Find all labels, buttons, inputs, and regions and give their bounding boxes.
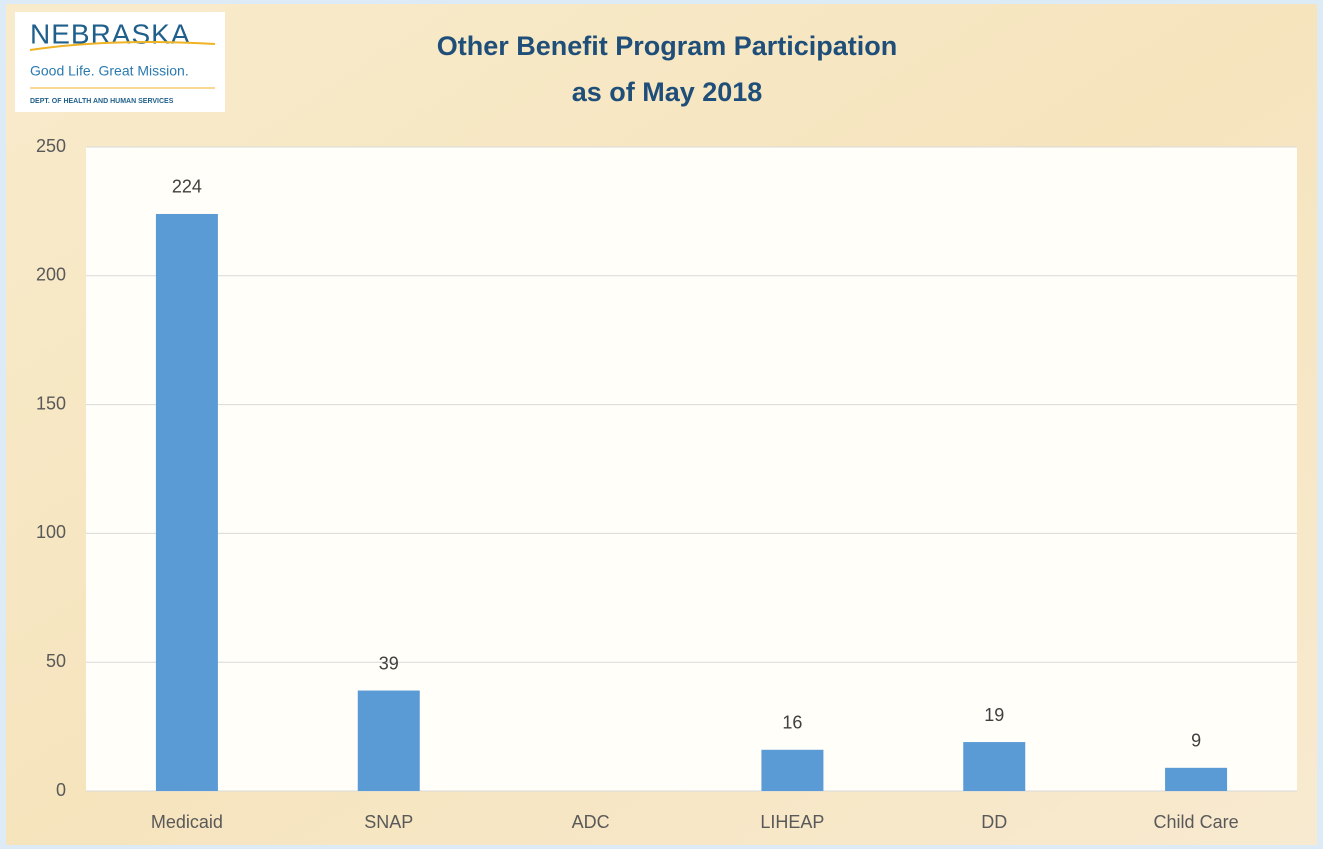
y-tick-label: 0 <box>56 780 66 800</box>
logo-department: DEPT. OF HEALTH AND HUMAN SERVICES <box>30 98 174 105</box>
x-tick-label: DD <box>981 812 1007 832</box>
bar <box>761 749 824 791</box>
chart-subtitle: as of May 2018 <box>572 77 763 107</box>
x-tick-label: Child Care <box>1154 812 1239 832</box>
y-tick-label: 200 <box>36 265 66 285</box>
y-tick-label: 150 <box>36 393 66 413</box>
data-label: 224 <box>172 177 202 197</box>
x-tick-label: LIHEAP <box>760 812 824 832</box>
chart-title: Other Benefit Program Participation <box>437 31 898 61</box>
y-tick-label: 250 <box>36 136 66 156</box>
plot-area <box>86 147 1297 791</box>
data-label: 9 <box>1191 731 1201 751</box>
y-tick-label: 50 <box>46 651 66 671</box>
logo-swoosh <box>29 41 216 51</box>
logo-name: NEBRASKA <box>30 18 191 49</box>
x-tick-label: ADC <box>572 812 610 832</box>
bar <box>357 690 420 791</box>
bar <box>1165 767 1228 791</box>
x-tick-label: Medicaid <box>151 812 223 832</box>
bar <box>155 213 218 791</box>
data-label: 39 <box>379 653 399 673</box>
y-tick-label: 100 <box>36 522 66 542</box>
data-label: 19 <box>984 705 1004 725</box>
data-label: 16 <box>782 713 802 733</box>
logo-box <box>15 12 225 112</box>
bar <box>963 742 1026 791</box>
logo: NEBRASKA Good Life. Great Mission. DEPT.… <box>15 12 225 112</box>
logo-tagline: Good Life. Great Mission. <box>30 63 189 79</box>
x-tick-label: SNAP <box>364 812 413 832</box>
